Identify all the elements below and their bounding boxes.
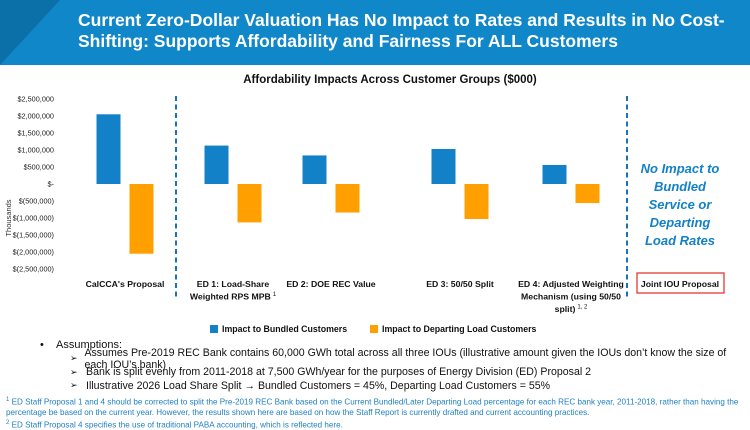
bar-departing — [464, 184, 489, 220]
annotation-line: Departing — [650, 215, 711, 230]
bar-departing — [575, 184, 600, 204]
x-tick-label: split) 1, 2 — [555, 304, 588, 314]
annotation-line: No Impact to — [641, 161, 720, 176]
legend-label: Impact to Bundled Customers — [222, 324, 347, 334]
bullet-icon: • — [40, 338, 44, 351]
annotation-line: Load Rates — [645, 233, 715, 248]
highlight-box — [636, 272, 725, 294]
y-tick-label: $2,500,000 — [17, 95, 54, 104]
footnote: 2 ED Staff Proposal 4 specifies the use … — [6, 418, 746, 430]
y-tick-label: $(500,000) — [19, 197, 54, 206]
y-tick-label: $(2,500,000) — [13, 265, 54, 274]
x-tick-footnote-mark: 1 — [273, 292, 277, 298]
x-tick-label: ED 4: Adjusted Weighting — [518, 279, 624, 289]
footnote-text: ED Staff Proposal 4 specifies the use of… — [11, 420, 343, 430]
legend-label: Impact to Departing Load Customers — [382, 324, 537, 334]
footnote-mark: 2 — [6, 420, 10, 427]
arrow-bullet-icon: ➢ — [70, 380, 78, 391]
assumptions-heading-text: Assumptions: — [56, 338, 123, 351]
assumption-text: Illustrative 2026 Load Share Split → Bun… — [86, 379, 551, 392]
legend: Impact to Bundled Customers Impact to Dep… — [210, 324, 537, 334]
footnote: 1 ED Staff Proposal 1 and 4 should be co… — [6, 395, 746, 418]
footnote-text: ED Staff Proposal 1 and 4 should be corr… — [6, 397, 739, 417]
x-tick-label: ED 1: Load-Share — [197, 279, 270, 289]
x-tick-label: Mechanism (using 50/50 — [521, 292, 621, 302]
title-band: Current Zero-Dollar Valuation Has No Imp… — [0, 0, 750, 65]
legend-swatch — [210, 325, 218, 333]
assumption-text: Assumes Pre-2019 REC Bank contains 60,00… — [84, 346, 727, 371]
y-tick-label: $(1,000,000) — [13, 214, 54, 223]
x-tick-footnote-mark: 1, 2 — [577, 305, 588, 311]
y-tick-label: $500,000 — [24, 163, 54, 172]
arrow-bullet-icon: ➢ — [70, 353, 78, 364]
title-accent — [0, 0, 60, 65]
y-tick-label: $(1,500,000) — [13, 231, 54, 240]
assumption-item: ➢ Illustrative 2026 Load Share Split → B… — [40, 379, 740, 393]
arrow-bullet-icon: ➢ — [70, 366, 78, 377]
y-tick-label: $1,000,000 — [17, 146, 54, 155]
bar-departing — [237, 184, 262, 223]
bar-bundled — [96, 114, 121, 184]
assumptions-heading: • Assumptions: — [40, 337, 740, 352]
y-tick-label: $1,500,000 — [17, 129, 54, 138]
x-tick-label: CalCCA's Proposal — [86, 279, 165, 289]
bar-departing — [335, 184, 360, 213]
bar-departing — [129, 184, 154, 254]
assumption-item: ➢ Bank is split evenly from 2011-2018 at… — [40, 366, 740, 380]
assumption-text: Bank is split evenly from 2011-2018 at 7… — [86, 366, 592, 379]
slide-title: Current Zero-Dollar Valuation Has No Imp… — [78, 10, 725, 51]
affordability-chart: Affordability Impacts Across Customer Gr… — [4, 74, 725, 334]
y-tick-label: $- — [48, 180, 55, 189]
y-axis-ticks: $2,500,000 $2,000,000 $1,500,000 $1,000,000… — [13, 95, 55, 274]
legend-swatch — [370, 325, 378, 333]
x-tick-label: Joint IOU Proposal — [641, 279, 719, 289]
chart-title: Affordability Impacts Across Customer Gr… — [243, 74, 537, 86]
bar-bundled — [542, 164, 567, 184]
bar-bundled — [204, 145, 229, 184]
assumptions-list: • Assumptions: ➢ Assumes Pre-2019 REC Ba… — [40, 337, 740, 393]
bar-bundled — [431, 148, 456, 184]
annotation-line: Service or — [649, 197, 713, 212]
x-axis-labels: CalCCA's Proposal ED 1: Load-Share Weighte… — [86, 272, 725, 314]
y-tick-label: $2,000,000 — [17, 112, 54, 121]
assumption-item: ➢ Assumes Pre-2019 REC Bank contains 60,… — [40, 347, 740, 371]
y-tick-label: $(2,000,000) — [13, 248, 54, 257]
x-tick-label: Weighted RPS MPB 1 — [190, 292, 277, 302]
footnote-mark: 1 — [6, 397, 10, 403]
x-tick-label: ED 3: 50/50 Split — [426, 279, 494, 289]
y-axis-label: Thousands — [4, 199, 13, 236]
x-tick-label: ED 2: DOE REC Value — [286, 279, 375, 289]
footnotes: 1 ED Staff Proposal 1 and 4 should be co… — [6, 395, 746, 430]
bars — [96, 114, 600, 254]
annotation: No Impact to Bundled Service or Departing Lo… — [641, 161, 720, 248]
bar-bundled — [302, 155, 327, 184]
annotation-line: Bundled — [654, 179, 707, 194]
